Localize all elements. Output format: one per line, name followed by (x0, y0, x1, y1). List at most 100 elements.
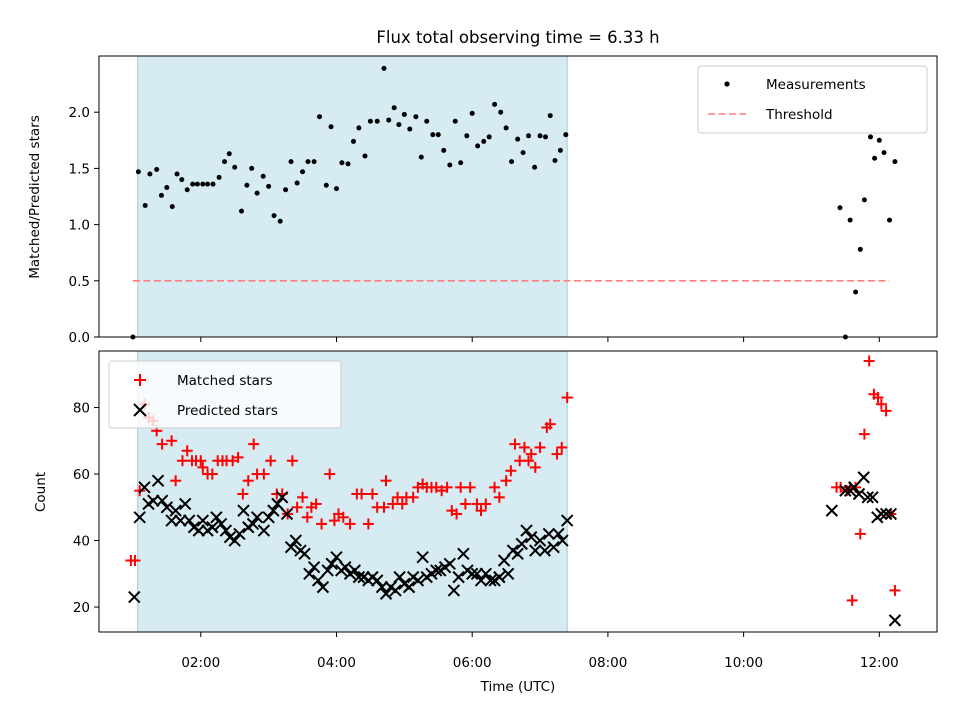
predicted-star-point (411, 574, 425, 587)
measurement-point (381, 65, 387, 71)
matched-star-point (441, 481, 453, 493)
measurement-point (323, 182, 329, 188)
measurement-point (374, 118, 380, 124)
measurement-point (532, 164, 538, 170)
measurement-point (881, 150, 887, 156)
ratio-x-ticks (200, 337, 880, 342)
measurement-point (452, 118, 458, 124)
measurement-point (328, 124, 334, 130)
predicted-star-point (493, 570, 506, 584)
predicted-star-point (138, 481, 151, 494)
measurement-point (520, 150, 526, 156)
measurement-point (260, 173, 266, 179)
x-tick-label: 02:00 (181, 655, 220, 671)
predicted-star-point (402, 580, 416, 594)
matched-star-point (286, 455, 298, 467)
x-tick-label: 10:00 (724, 655, 763, 671)
measurement-point (154, 167, 160, 173)
matched-star-point (396, 498, 408, 510)
predicted-star-point (246, 517, 260, 531)
predicted-star-point (888, 614, 902, 627)
measurement-point (492, 101, 498, 107)
predicted-star-point (465, 567, 479, 581)
measurement-point (447, 162, 453, 168)
matched-star-point (464, 481, 476, 493)
matched-star-point (237, 488, 249, 500)
measurement-point (486, 134, 492, 140)
measurement-point (887, 217, 893, 223)
x-tick-label: 12:00 (860, 655, 899, 671)
predicted-star-point (298, 547, 311, 561)
predicted-star-point (271, 497, 284, 511)
matched-star-point (451, 508, 463, 520)
matched-star-point (206, 468, 218, 480)
predicted-star-point (192, 524, 205, 537)
matched-star-point (195, 455, 207, 467)
matched-star-point (889, 584, 901, 596)
matched-star-point (556, 441, 568, 453)
predicted-star-point (470, 567, 484, 581)
matched-star-point (505, 465, 517, 477)
measurement-point (481, 138, 487, 144)
ratio-y-tick-label: 1.5 (69, 161, 90, 177)
predicted-star-point (520, 524, 533, 537)
predicted-star-point (348, 564, 362, 577)
measurement-point (216, 174, 222, 180)
predicted-star-point (196, 514, 210, 527)
matched-star-point (328, 515, 340, 527)
measurement-point (294, 180, 300, 186)
measurement-point (179, 177, 185, 183)
counts-y-tick-label: 20 (73, 600, 90, 616)
ratio-y-ticks: 0.0 0.5 1.0 1.5 2.0 (69, 105, 99, 346)
measurement-point (401, 111, 407, 117)
predicted-star-point (552, 527, 565, 541)
matched-star-point (156, 438, 168, 450)
predicted-star-point (160, 501, 174, 514)
predicted-star-point (275, 491, 289, 504)
legend-predicted-label: Predicted stars (177, 403, 278, 419)
predicted-star-point (848, 481, 861, 494)
predicted-star-point (206, 521, 219, 534)
predicted-star-point (393, 570, 406, 584)
measurement-point (892, 159, 898, 165)
measurement-point (847, 217, 853, 223)
observing-window-top (137, 55, 568, 338)
x-tick-label: 08:00 (588, 655, 627, 671)
measurement-point (271, 213, 277, 219)
measurement-point (249, 165, 255, 171)
matched-star-point (310, 498, 322, 510)
measurement-point (435, 132, 441, 138)
predicted-star-point (262, 511, 275, 524)
x-tick-label: 04:00 (317, 655, 356, 671)
counts-legend: Matched stars Predicted stars (108, 360, 342, 429)
matched-star-point (297, 491, 309, 503)
predicted-star-point (174, 514, 187, 527)
predicted-star-point (875, 507, 888, 521)
matched-star-point (324, 468, 336, 480)
legend-predicted-marker (133, 403, 147, 417)
predicted-star-point (321, 564, 334, 577)
measurement-point (424, 118, 430, 124)
predicted-star-point (884, 507, 898, 521)
predicted-star-point (303, 567, 316, 581)
predicted-star-point (852, 487, 866, 501)
ratio-panel: 0.00.51.01.52.0 Matched/Predicted stars … (27, 55, 938, 346)
matched-star-point (455, 481, 467, 493)
predicted-star-point (501, 567, 515, 581)
measurement-point (542, 134, 548, 140)
predicted-star-point (147, 494, 160, 507)
predicted-star-point (857, 471, 870, 484)
matched-star-point (232, 451, 244, 463)
legend-measurements-marker (724, 81, 730, 87)
matched-star-point (846, 594, 858, 606)
measurement-point (200, 181, 206, 187)
measurement-point (418, 154, 424, 160)
measurement-point (305, 159, 311, 165)
predicted-star-point (416, 550, 429, 564)
measurement-point (317, 114, 323, 120)
measurement-point (563, 132, 569, 138)
chart-title: Flux total observing time = 6.33 h (376, 28, 659, 47)
predicted-star-point (219, 524, 233, 537)
matched-star-point (387, 498, 399, 510)
counts-panel: 02:00 04:00 06:00 08:00 10:00 12:00 20406080 … (33, 350, 938, 695)
